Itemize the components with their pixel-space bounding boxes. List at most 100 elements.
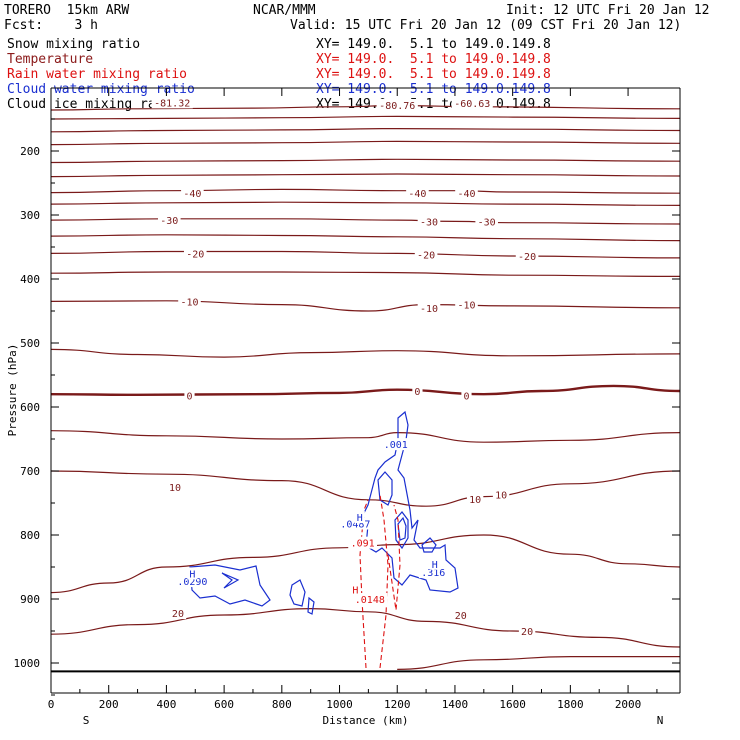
endpoint-label-north: N [657, 714, 664, 727]
temperature-label: -30 [420, 217, 438, 228]
cloud-water-high-marker-bg [187, 567, 198, 580]
temperature-label: -81.32 [154, 98, 190, 109]
temperature-label-bg [414, 248, 438, 261]
rain-contour [379, 494, 389, 669]
rain-high-marker: H [352, 585, 358, 596]
temperature-label-bg [157, 214, 181, 227]
temperature-label: 10 [169, 483, 181, 494]
temperature-label: -40 [457, 189, 475, 200]
x-tick-label: 1600 [499, 698, 526, 711]
isotherm [50, 384, 681, 397]
forecast-hour: Fcst: 3 h [4, 18, 98, 33]
temperature-label: -10 [180, 297, 198, 308]
y-tick-label: 600 [20, 401, 40, 414]
isotherm [50, 234, 681, 242]
x-tick-label: 1800 [557, 698, 584, 711]
rain-label: .0148 [355, 595, 385, 606]
cloud-water-high-marker: H [189, 569, 195, 580]
temperature-label-bg [169, 607, 187, 620]
isotherm [50, 115, 681, 120]
temperature-label-bg [452, 609, 469, 621]
temperature-label: 0 [186, 391, 192, 402]
cloud-water-label: .001 [384, 440, 408, 451]
cloud-water-contour [397, 516, 407, 541]
temperature-label: 20 [521, 627, 533, 638]
temperature-label: -20 [518, 252, 536, 263]
cloud-water-label: .0290 [177, 577, 207, 588]
plot-axes: 0 200 400 600 800 1000 1200 1400 1600 1800 2000200… [6, 87, 681, 727]
isotherm [50, 250, 681, 259]
cloud-water-contour [377, 471, 393, 506]
rain-label-bg [352, 593, 388, 605]
temperature-label-bg [455, 187, 478, 200]
legend-temperature-xy: XY= 149.0. 5.1 to 149.0.149.8 [316, 52, 551, 67]
x-tick-label: 0 [48, 698, 55, 711]
temperature-isotherms [50, 104, 681, 673]
temperature-label-bg [181, 187, 204, 200]
isotherm [50, 173, 681, 178]
temperature-label: -60.63 [454, 99, 490, 110]
cloud-water-label: .0487 [340, 519, 370, 530]
isotherm [50, 300, 681, 312]
cloud-water-contour [394, 511, 409, 550]
temperature-label: -20 [186, 249, 204, 260]
model-title: TORERO 15km ARW [4, 3, 130, 18]
isotherm [50, 158, 681, 164]
init-time: Init: 12 UTC Fri 20 Jan 12 [506, 3, 710, 18]
rain-contour [387, 504, 401, 611]
x-tick-label: 600 [214, 698, 234, 711]
temperature-label-bg [166, 481, 184, 493]
rain-contour [359, 499, 369, 669]
cloud-water-contour [221, 572, 240, 589]
temperature-label: -20 [417, 251, 435, 262]
temperature-label-bg [376, 98, 418, 111]
temperature-label-bg [417, 301, 441, 314]
legend-snow-name: Snow mixing ratio [7, 37, 141, 52]
cloud-water-contour [421, 537, 437, 553]
isotherm [50, 127, 681, 133]
temperature-label-bg [451, 97, 493, 109]
y-tick-label: 200 [20, 145, 40, 158]
valid-time: Valid: 15 UTC Fri 20 Jan 12 (09 CST Fri … [290, 18, 682, 33]
temperature-label: -40 [408, 189, 426, 200]
cloud-water-label-bg [381, 438, 411, 451]
isotherm [50, 271, 681, 277]
temperature-label-bg [183, 247, 207, 260]
temperature-label-bg [184, 389, 195, 402]
x-tick-label: 400 [156, 698, 176, 711]
y-tick-label: 900 [20, 593, 40, 606]
cloud-water-high-marker-bg [429, 557, 440, 570]
y-axis-title: Pressure (hPa) [6, 344, 19, 437]
temperature-label-bg [455, 298, 478, 311]
y-tick-label: 700 [20, 465, 40, 478]
x-tick-label: 800 [272, 698, 292, 711]
temperature-label-bg [466, 493, 484, 506]
temperature-label: 0 [463, 391, 469, 402]
cloud-water-contour [362, 410, 459, 593]
cloud-water-high-marker-bg [354, 511, 365, 524]
temperature-label-bg [461, 389, 472, 402]
contour-labels: -40 -40 -40 -30 -30 -30 -20 -20 -20 -10 -10 -10 0 0 0 1… [151, 96, 539, 638]
cloud-water-contour [307, 596, 315, 615]
isotherm [50, 607, 681, 648]
legend-rain-name: Rain water mixing ratio [7, 67, 188, 82]
temperature-label: 0 [414, 387, 420, 398]
legend-temperature-name: Temperature [7, 52, 94, 67]
cloud-water-label-bg [174, 575, 210, 588]
cloud-water-contours [189, 410, 459, 615]
temperature-label-bg [515, 249, 539, 262]
temperature-label-bg [475, 215, 498, 228]
rain-label: .091 [351, 539, 375, 550]
x-tick-label: 1400 [442, 698, 469, 711]
temperature-label-bg [518, 625, 536, 637]
rain-water-contours [359, 494, 401, 669]
legend-rain-xy: XY= 149.0. 5.1 to 149.0.149.8 [316, 67, 551, 82]
isotherm [50, 140, 681, 146]
temperature-label: -10 [457, 301, 475, 312]
cloud-water-contour [289, 579, 306, 607]
legend-snow-xy: XY= 149.0. 5.1 to 149.0.149.8 [316, 37, 551, 52]
y-tick-label: 500 [20, 337, 40, 350]
temperature-label: -30 [160, 216, 178, 227]
legend-cloud-water-name: Cloud water mixing ratio [7, 82, 195, 97]
